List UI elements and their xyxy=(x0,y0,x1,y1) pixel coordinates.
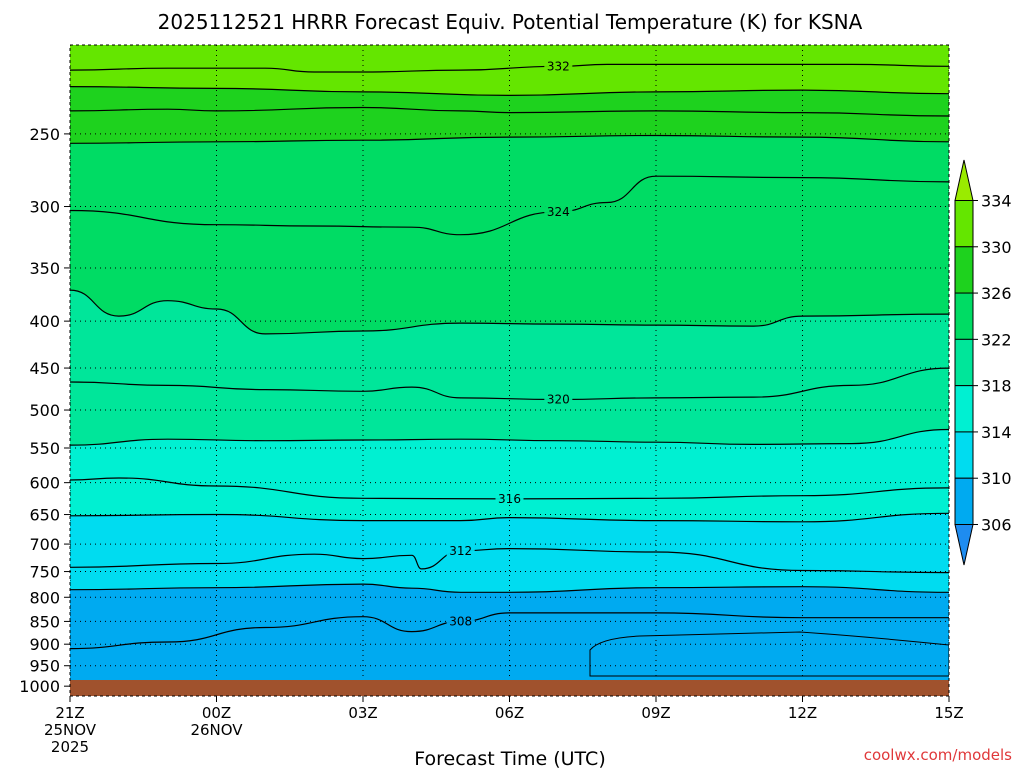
x-tick-label: 03Z xyxy=(348,704,377,722)
contour-label-320: 320 xyxy=(547,393,570,407)
contour-band xyxy=(70,290,949,400)
y-tick-label: 300 xyxy=(29,198,60,217)
contour-label-bg xyxy=(544,58,573,73)
colorbar-extend-bottom xyxy=(954,524,974,566)
colorbar-segment xyxy=(954,200,974,248)
colorbar-tick-label: 318 xyxy=(981,377,1012,396)
contour-line-312 xyxy=(70,547,949,574)
contour-line-322 xyxy=(70,289,949,335)
contour-band xyxy=(70,64,949,96)
y-tick-label: 800 xyxy=(29,588,60,607)
colorbar-tick-label: 326 xyxy=(981,284,1012,303)
y-tick-label: 450 xyxy=(29,359,60,378)
x-tick-label: 26NOV xyxy=(190,721,243,739)
contour-band xyxy=(70,429,949,499)
contour-line-310 xyxy=(70,583,949,593)
x-axis-title: Forecast Time (UTC) xyxy=(414,748,605,768)
contour-label-bg xyxy=(446,542,475,557)
contour-line-314 xyxy=(70,512,949,523)
contour-line-328 xyxy=(70,106,949,117)
contour-line-324 xyxy=(70,175,949,236)
dotted-grid xyxy=(70,45,949,696)
contour-band xyxy=(70,368,949,446)
contour-line-326 xyxy=(70,134,949,144)
y-axis: 250 300 350 400 450 500 550 600 650 700 750 800 850 9… xyxy=(19,125,70,696)
contour-label-bg xyxy=(446,613,475,628)
contour-label-324: 324 xyxy=(547,205,570,219)
colorbar-segment xyxy=(954,385,974,433)
y-tick-label: 750 xyxy=(29,563,60,582)
colorbar-extend-top xyxy=(954,159,974,201)
y-tick-label: 1000 xyxy=(19,677,60,696)
low-theta-pool xyxy=(589,631,949,677)
contour-label-312: 312 xyxy=(449,544,472,558)
colorbar: 306 310 314 318 322 326 330 334 xyxy=(954,159,1012,566)
contour-lines: 332 324 320 316 312 308 xyxy=(70,58,949,650)
x-tick-label: 12Z xyxy=(788,704,817,722)
y-tick-label: 250 xyxy=(29,125,60,144)
contour-line-318 xyxy=(70,428,949,446)
colorbar-tick-label: 310 xyxy=(981,469,1012,488)
y-tick-label: 650 xyxy=(29,506,60,525)
x-tick-label: 25NOV xyxy=(44,721,97,739)
x-tick-label: 2025 xyxy=(51,738,89,756)
y-tick-label: 550 xyxy=(29,439,60,458)
terrain-band xyxy=(70,680,949,696)
contour-label-316: 316 xyxy=(498,492,521,506)
y-tick-label: 700 xyxy=(29,535,60,554)
contour-band xyxy=(70,45,949,72)
colorbar-segment xyxy=(954,431,974,479)
x-tick-label: 21Z xyxy=(55,704,84,722)
x-tick-label: 06Z xyxy=(495,704,524,722)
y-tick-label: 600 xyxy=(29,474,60,493)
colorbar-tick-label: 314 xyxy=(981,423,1012,442)
y-tick-label: 850 xyxy=(29,612,60,631)
contour-band xyxy=(70,584,949,649)
contour-line-332 xyxy=(70,63,949,73)
contour-line-330 xyxy=(70,86,949,97)
contour-label-332: 332 xyxy=(547,59,570,73)
plot-area: 332 324 320 316 312 308 xyxy=(70,45,949,696)
colorbar-segment xyxy=(954,292,974,340)
contour-line-316 xyxy=(70,477,949,500)
colorbar-tick-label: 322 xyxy=(981,330,1012,349)
contour-label-bg xyxy=(544,203,573,218)
colorbar-tick-label: 334 xyxy=(981,192,1012,211)
x-tick-label: 00Z xyxy=(202,704,231,722)
colorbar-segment xyxy=(954,477,974,526)
y-tick-label: 400 xyxy=(29,312,60,331)
credit-link[interactable]: coolwx.com/models xyxy=(864,746,1012,764)
contour-line-320 xyxy=(70,367,949,401)
y-tick-label: 500 xyxy=(29,401,60,420)
contour-label-308: 308 xyxy=(449,614,472,628)
contour-fills xyxy=(70,45,949,696)
colorbar-segment xyxy=(954,246,974,294)
chart-title: 2025112521 HRRR Forecast Equiv. Potentia… xyxy=(158,10,863,34)
colorbar-tick-label: 330 xyxy=(981,238,1012,257)
x-tick-label: 09Z xyxy=(641,704,670,722)
y-tick-label: 950 xyxy=(29,657,60,676)
contour-band xyxy=(70,513,949,573)
x-tick-label: 15Z xyxy=(934,704,963,722)
colorbar-tick-label: 306 xyxy=(981,516,1012,535)
contour-label-bg xyxy=(544,391,573,406)
contour-label-bg xyxy=(495,490,524,505)
y-tick-label: 900 xyxy=(29,635,60,654)
y-tick-label: 350 xyxy=(29,259,60,278)
colorbar-segment xyxy=(954,338,974,387)
